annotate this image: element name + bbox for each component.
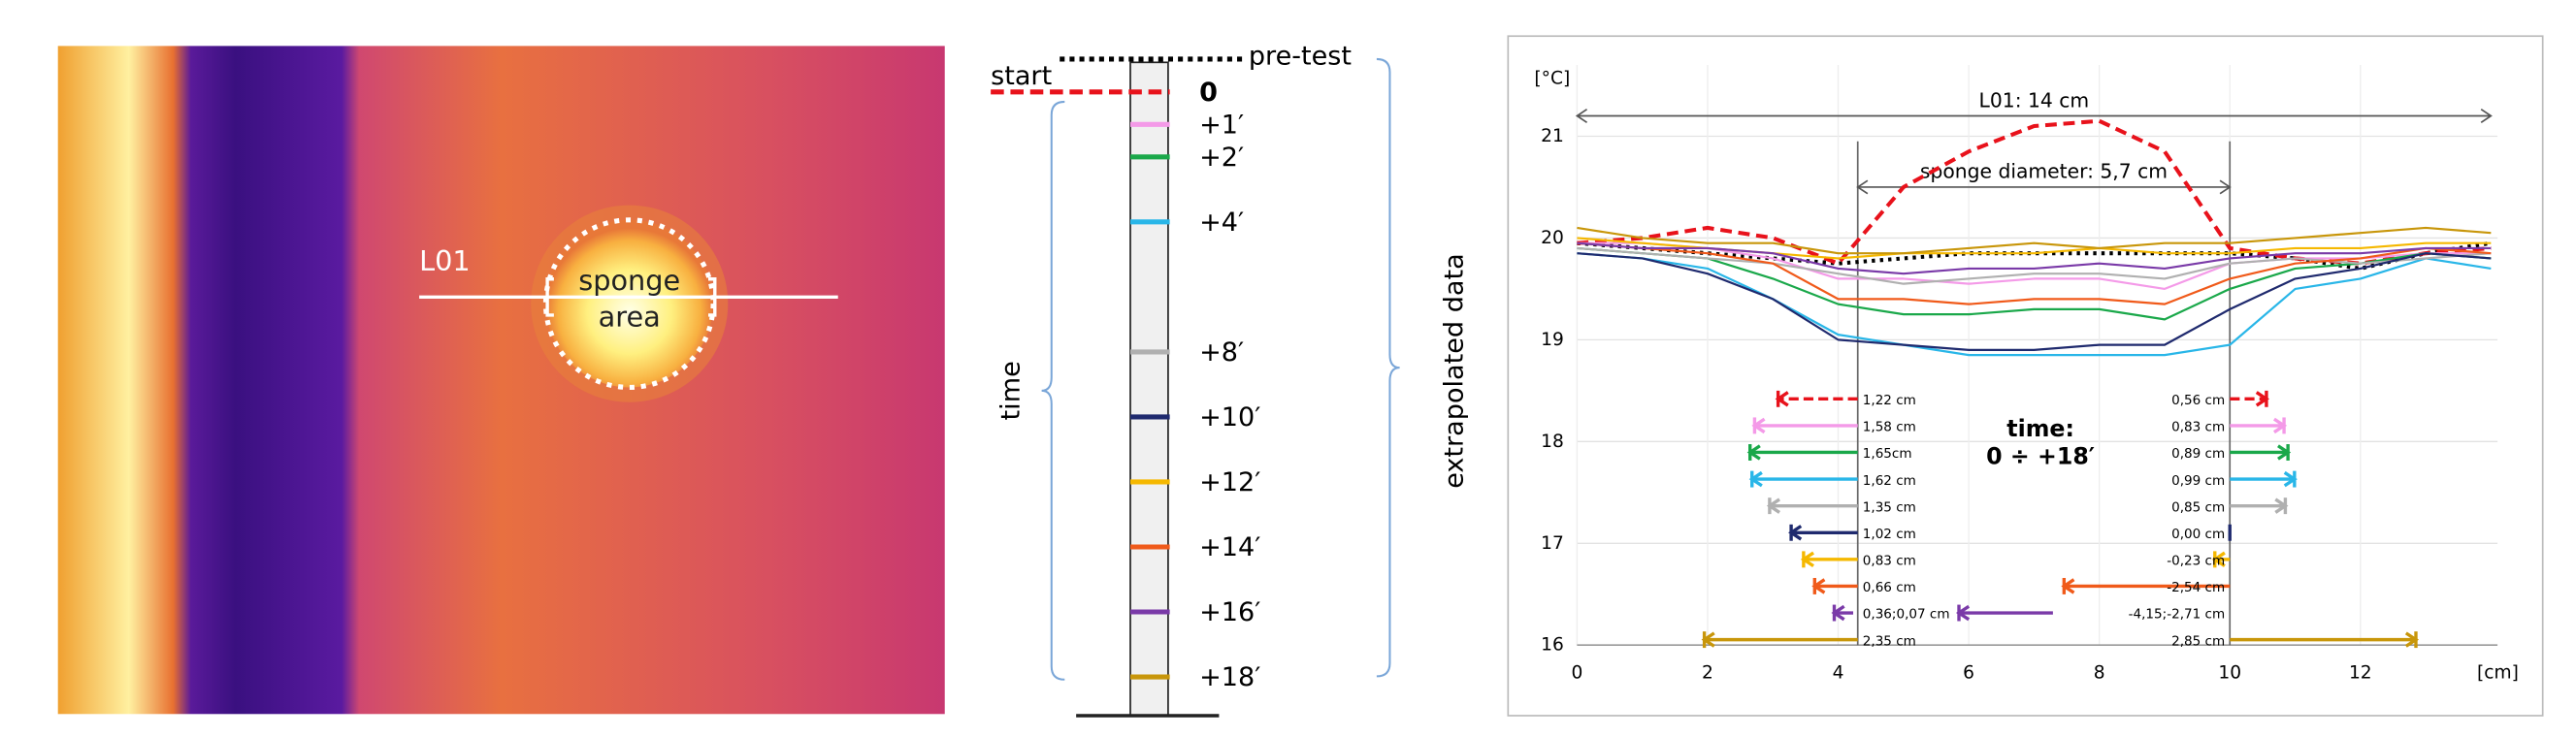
offset-label: -0,23 cm: [2167, 554, 2225, 569]
timeline-label: +14′: [1199, 532, 1260, 562]
brace-label: extrapolated data: [1440, 253, 1470, 489]
series-line: [1577, 241, 2492, 291]
timeline-label: +10′: [1199, 402, 1260, 433]
time-label: time: [996, 361, 1027, 420]
arrow-head: [1788, 525, 1803, 541]
arrow-head: [1701, 631, 1715, 648]
arrow-head: [2061, 578, 2075, 594]
timeline-label: +1′: [1199, 110, 1244, 140]
timeline-label: +12′: [1199, 467, 1260, 497]
series-line: [1577, 226, 2492, 255]
timeline: start time extrapolated data pre-test0+1…: [991, 42, 1470, 718]
arrow-head: [2211, 551, 2226, 568]
offset-label: -2,54 cm: [2167, 580, 2225, 595]
y-tick-label: 16: [1541, 635, 1564, 656]
y-tick-label: 20: [1541, 228, 1564, 248]
length-label: L01: 14 cm: [1979, 88, 2090, 112]
y-tick-label: 17: [1541, 533, 1564, 554]
offset-label: -4,15;-2,71 cm: [2129, 607, 2226, 623]
timeline-label: pre-test: [1249, 42, 1352, 72]
offset-label: 0,89 cm: [2171, 446, 2225, 462]
timeline-label: +4′: [1199, 208, 1244, 238]
arrow-head: [1748, 470, 1763, 488]
series-line: [1577, 252, 2492, 351]
timeline-bar: [1129, 61, 1169, 717]
sponge-label: area: [599, 300, 661, 333]
sponge-label: sponge: [578, 264, 680, 297]
offset-label: 0,36;0,07 cm: [1863, 607, 1950, 623]
timeline-label: +2′: [1199, 143, 1244, 173]
x-tick-label: 0: [1571, 662, 1582, 683]
series-line: [1577, 246, 2492, 321]
x-tick-label: 10: [2218, 662, 2241, 683]
timeline-label: +16′: [1199, 597, 1260, 627]
arrow-head: [2283, 470, 2298, 488]
offset-label: 1,35 cm: [1863, 499, 1916, 515]
offset-label: 0,66 cm: [1863, 580, 1916, 595]
arrow-head: [1811, 578, 1826, 594]
start-label: start: [991, 61, 1052, 91]
arrow-head: [1831, 604, 1845, 622]
chart: 16 17 18 19 20 21 0 2 4 6 8 10 12 [°C] [cm] L01: 14 cm s…: [1534, 65, 2519, 683]
x-tick-label: 2: [1702, 662, 1713, 683]
diameter-label: sponge diameter: 5,7 cm: [1920, 160, 2168, 183]
chart-frame: [1507, 35, 2544, 717]
time-brace: [1041, 100, 1065, 681]
arrow-head: [2272, 417, 2288, 434]
offset-label: 0,83 cm: [2171, 420, 2225, 435]
x-tick-label: 12: [2349, 662, 2372, 683]
x-unit: [cm]: [2477, 662, 2519, 683]
arrow-head: [2255, 391, 2269, 407]
arrow-head: [2404, 631, 2420, 648]
arrow-head: [2274, 497, 2289, 514]
timeline-label: +18′: [1199, 662, 1260, 692]
offset-label: 1,65cm: [1863, 446, 1912, 462]
y-tick-label: 18: [1541, 432, 1564, 452]
l01-brackets: [545, 277, 717, 317]
series-line: [1577, 241, 2492, 305]
offset-label: 1,02 cm: [1863, 527, 1916, 542]
thermal-image: L01 sponge area: [57, 46, 945, 715]
offset-label: 1,58 cm: [1863, 420, 1916, 435]
thermal-background: [57, 46, 945, 715]
offset-label: 2,85 cm: [2171, 633, 2225, 649]
offset-label: 0,85 cm: [2171, 499, 2225, 515]
offset-label: 2,35 cm: [1863, 633, 1916, 649]
x-tick-label: 8: [2094, 662, 2105, 683]
y-tick-label: 21: [1541, 126, 1564, 146]
data-brace: [1376, 57, 1400, 678]
arrow-head: [1766, 497, 1780, 514]
time-annotation: 0 ÷ +18′: [1986, 443, 2095, 470]
arrow-head: [1955, 604, 1971, 622]
x-tick-label: 4: [1833, 662, 1844, 683]
timeline-label: +8′: [1199, 337, 1244, 368]
time-annotation: time:: [2006, 415, 2074, 442]
arrow-head: [1775, 391, 1789, 407]
timeline-label: 0: [1199, 78, 1218, 108]
sponge-hotspot: [545, 219, 714, 388]
arrow-head: [1751, 417, 1766, 434]
offset-label: 0,83 cm: [1863, 554, 1916, 569]
offset-label: 1,22 cm: [1863, 393, 1916, 408]
arrow-head: [2277, 444, 2292, 461]
y-unit: [°C]: [1534, 69, 1570, 89]
series-line: [1577, 252, 2492, 357]
arrow-head: [1800, 551, 1814, 568]
offset-label: 1,62 cm: [1863, 473, 1916, 489]
l01-label: L01: [419, 244, 471, 277]
arrow-head: [1575, 109, 2493, 123]
arrow-head: [1746, 444, 1761, 461]
offset-label: 0,56 cm: [2171, 393, 2225, 408]
offset-label: 0,99 cm: [2171, 473, 2225, 489]
series-line: [1577, 246, 2492, 285]
x-tick-label: 6: [1963, 662, 1974, 683]
y-tick-label: 19: [1541, 330, 1564, 350]
arrow-head: [1856, 179, 2232, 195]
series-line: [1577, 241, 2492, 275]
offset-label: 0,00 cm: [2171, 527, 2225, 542]
